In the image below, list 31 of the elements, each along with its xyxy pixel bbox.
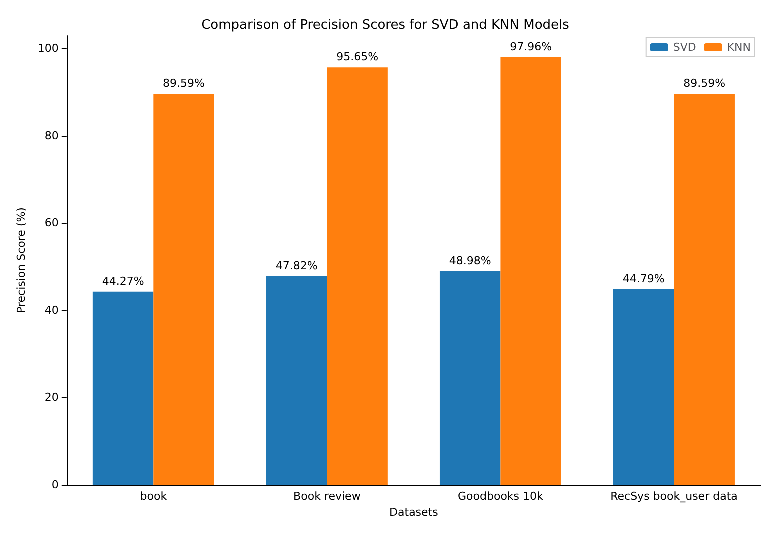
y-tick-label: 80 <box>44 129 59 142</box>
data-label: 48.98% <box>449 254 492 268</box>
data-label: 89.59% <box>163 77 205 90</box>
x-axis-title: Datasets <box>390 506 439 519</box>
bar <box>266 276 328 485</box>
bar <box>674 94 735 485</box>
x-tick-label: book <box>140 490 168 503</box>
x-tick-label: Goodbooks 10k <box>458 490 544 503</box>
bar <box>154 94 214 485</box>
data-label: 89.59% <box>684 77 726 90</box>
legend-label: SVD <box>673 41 696 54</box>
bar <box>440 271 501 485</box>
y-tick-label: 100 <box>38 42 59 56</box>
data-label: 97.96% <box>510 40 552 54</box>
data-label: 95.65% <box>336 50 379 64</box>
chart-title: Comparison of Precision Scores for SVD and KNN Models <box>202 18 570 33</box>
bar <box>327 68 388 485</box>
y-axis-title: Precision Score (%) <box>15 208 28 314</box>
x-tick-label: RecSys book_user data <box>610 490 738 503</box>
bar <box>92 292 154 485</box>
legend-label: KNN <box>727 41 751 54</box>
data-label: 44.79% <box>622 272 665 286</box>
y-tick-label: 0 <box>52 478 59 492</box>
bar <box>614 290 674 485</box>
y-tick-label: 20 <box>44 391 59 404</box>
y-tick-label: 60 <box>44 216 59 230</box>
data-label: 44.27% <box>102 274 144 288</box>
y-tick-label: 40 <box>44 304 59 317</box>
x-tick-label: Book review <box>294 490 361 503</box>
data-label: 47.82% <box>276 259 318 272</box>
bar <box>500 58 562 485</box>
